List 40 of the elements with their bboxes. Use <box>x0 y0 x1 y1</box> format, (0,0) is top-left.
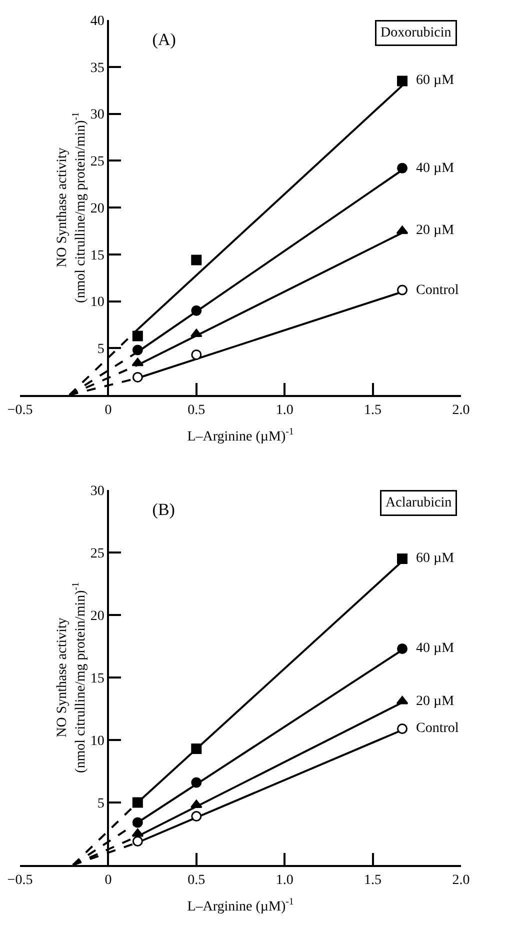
series-label: Control <box>416 721 459 736</box>
series-label: 40 µM <box>416 641 455 656</box>
y-tick-label: 25 <box>90 154 104 170</box>
y-tick-label: 25 <box>90 546 104 562</box>
x-tick-label: 2.0 <box>452 402 470 418</box>
x-tick-label: −0.5 <box>7 402 33 418</box>
series-label: 20 µM <box>416 223 455 238</box>
y-tick-label: 10 <box>90 295 104 310</box>
y-tick-label: 40 <box>90 14 104 29</box>
x-axis-title: L–Arginine (µM)$^{-1}$ <box>187 896 294 915</box>
series-label: 20 µM <box>416 694 455 709</box>
y-tick-label: 15 <box>90 248 104 264</box>
y-tick-label: 15 <box>90 671 104 686</box>
y-tick-label: 10 <box>90 734 104 749</box>
y-tick-label: 5 <box>97 342 104 358</box>
y-tick-label: 20 <box>90 608 104 624</box>
y-tick-label: 20 <box>90 201 104 216</box>
text: (B) <box>152 500 175 519</box>
x-tick-label: 1.5 <box>364 872 382 888</box>
x-tick-label: 1.0 <box>276 872 294 888</box>
series-label: Control <box>416 283 459 298</box>
y-tick-label: 30 <box>90 108 104 123</box>
series-label: 60 µM <box>416 551 455 566</box>
annotation: Doxorubicin <box>380 26 452 40</box>
annotation: Aclarubicin <box>386 496 452 510</box>
x-tick-label: −0.5 <box>7 872 33 888</box>
y-tick-label: 5 <box>97 796 104 812</box>
series-label: 60 µM <box>416 73 455 88</box>
x-tick-label: 0.5 <box>188 872 206 888</box>
x-axis-title: L–Arginine (µM)$^{-1}$ <box>187 426 294 445</box>
y-tick-label: 30 <box>90 484 104 499</box>
x-tick-label: 0 <box>104 402 112 418</box>
x-tick-label: 1.5 <box>364 402 382 418</box>
x-tick-label: 0.5 <box>188 402 206 418</box>
text: (A) <box>152 30 176 49</box>
series-label: 40 µM <box>416 161 455 176</box>
x-tick-label: 2.0 <box>452 872 470 888</box>
x-tick-label: 0 <box>104 872 112 888</box>
x-tick-label: 1.0 <box>276 402 294 418</box>
y-tick-label: 35 <box>90 60 104 76</box>
